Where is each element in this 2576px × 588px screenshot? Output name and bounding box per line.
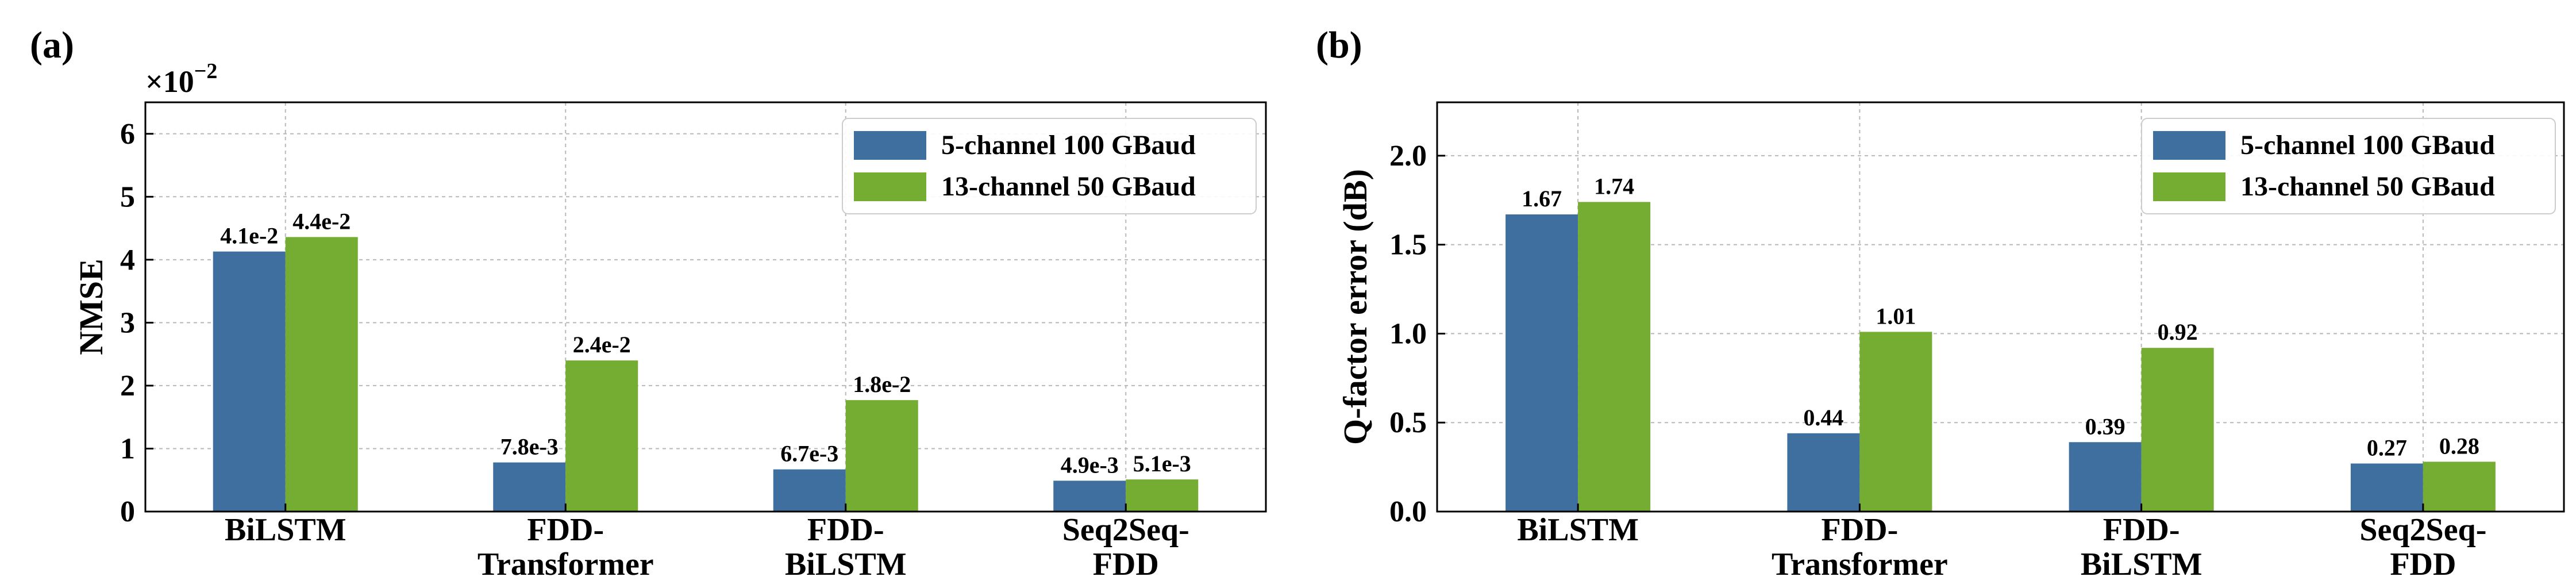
bar — [1053, 481, 1126, 512]
x-tick-label: FDD- — [2103, 512, 2180, 548]
bar — [285, 237, 358, 512]
x-tick-label: Seq2Seq- — [2359, 512, 2486, 548]
axis-scale-label: ×10−2 — [145, 59, 217, 99]
bar — [2069, 442, 2142, 512]
bar-value-label: 2.4e-2 — [573, 332, 631, 358]
y-tick-label: 1.5 — [1389, 229, 1427, 262]
x-tick-label: Transformer — [1772, 547, 1948, 582]
legend-swatch — [2153, 172, 2225, 201]
bar — [1505, 214, 1578, 512]
bar-value-label: 1.8e-2 — [853, 371, 911, 397]
y-tick-label: 0 — [120, 495, 135, 528]
legend: 5-channel 100 GBaud 13-channel 50 GBaud — [842, 118, 1257, 214]
bar — [2350, 463, 2423, 512]
bar — [213, 251, 286, 512]
bar — [565, 360, 638, 512]
bar-value-label: 5.1e-3 — [1133, 451, 1191, 476]
x-tick-label: Seq2Seq- — [1062, 512, 1189, 548]
bar-value-label: 0.92 — [2158, 319, 2198, 345]
y-tick-label: 3 — [120, 306, 135, 339]
bar-value-label: 1.67 — [1522, 186, 1562, 212]
panel-label: (a) — [30, 24, 74, 66]
x-tick-label: FDD- — [807, 512, 884, 548]
bar — [1578, 202, 1651, 512]
legend-swatch — [854, 131, 926, 160]
x-tick-label: BiLSTM — [785, 547, 907, 582]
y-tick-label: 5 — [120, 180, 135, 213]
bar-value-label: 0.44 — [1803, 405, 1843, 431]
y-tick-label: 0.5 — [1389, 406, 1427, 439]
bar — [1859, 332, 1932, 512]
axes-frame — [144, 101, 1267, 513]
y-tick-label: 0.0 — [1389, 495, 1427, 528]
panel-label: (b) — [1316, 24, 1362, 66]
legend-box — [2141, 118, 2556, 214]
bar-value-label: 4.1e-2 — [220, 223, 278, 249]
y-tick-label: 4 — [120, 244, 135, 276]
bar-value-label: 1.74 — [1594, 173, 1634, 199]
axes-frame — [1436, 101, 2565, 513]
y-tick-label: 1 — [120, 432, 135, 465]
legend-label: 13-channel 50 GBaud — [2240, 171, 2495, 202]
legend: 5-channel 100 GBaud 13-channel 50 GBaud — [2141, 118, 2556, 214]
scale-exponent: −2 — [194, 59, 218, 83]
x-tick-label: FDD — [1093, 547, 1159, 582]
y-tick-label: 2 — [120, 370, 135, 402]
bar — [773, 469, 846, 512]
bar — [2423, 462, 2496, 512]
legend-swatch — [854, 172, 926, 201]
x-tick-label: Transformer — [478, 547, 654, 582]
bar-value-label: 4.9e-3 — [1061, 452, 1119, 478]
bar — [1126, 479, 1199, 512]
x-tick-label: FDD- — [527, 512, 604, 548]
bar — [1787, 433, 1860, 512]
legend-swatch — [2153, 131, 2225, 160]
legend-label: 13-channel 50 GBaud — [941, 171, 1196, 202]
bar-value-label: 0.28 — [2439, 433, 2479, 459]
bar — [2141, 348, 2214, 512]
legend-label: 5-channel 100 GBaud — [2240, 130, 2495, 160]
y-tick-label: 6 — [120, 118, 135, 151]
legend-box — [842, 118, 1257, 214]
panel-a: 4.1e-2 7.8e-3 6.7e-3 4.9e-3 4.4e-2 2.4e-2 1.8e… — [30, 24, 1267, 582]
bar — [845, 400, 918, 512]
bar — [493, 462, 566, 512]
x-tick-label: BiLSTM — [1517, 512, 1639, 548]
y-axis-label: Q-factor error (dB) — [1337, 169, 1374, 445]
x-tick-label: BiLSTM — [225, 512, 346, 548]
bar-value-label: 4.4e-2 — [292, 208, 351, 234]
scale-base: ×10 — [145, 64, 194, 99]
bar-value-label: 1.01 — [1876, 303, 1916, 329]
x-tick-label: FDD — [2390, 547, 2456, 582]
bar-value-label: 0.27 — [2367, 435, 2407, 460]
legend-label: 5-channel 100 GBaud — [941, 130, 1196, 160]
y-tick-label: 2.0 — [1389, 140, 1427, 172]
x-tick-label: BiLSTM — [2081, 547, 2203, 582]
panel-b: 1.67 0.44 0.39 0.27 1.74 1.01 0.92 0.28 0.0 0.5 1.… — [1316, 24, 2565, 582]
bar-value-label: 6.7e-3 — [780, 441, 838, 467]
x-tick-label: FDD- — [1822, 512, 1899, 548]
bar-value-label: 7.8e-3 — [500, 434, 559, 460]
y-axis-label: NMSE — [72, 259, 110, 355]
y-tick-label: 1.0 — [1389, 317, 1427, 350]
bar-value-label: 0.39 — [2085, 413, 2126, 439]
